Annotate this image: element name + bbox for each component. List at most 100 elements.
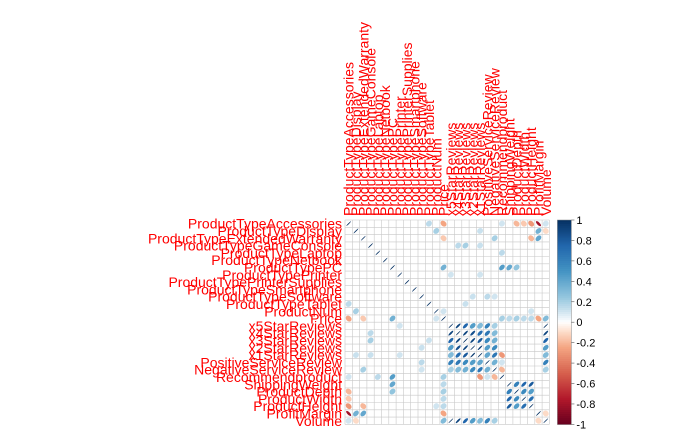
column-label: x3StarReviews	[457, 123, 473, 216]
corr-cell-20-18	[477, 366, 483, 373]
corr-cell-27-27	[543, 418, 549, 424]
corr-cell-22-13	[440, 381, 447, 388]
corr-cell-1-27	[542, 227, 549, 234]
corr-cell-18-19	[484, 352, 491, 358]
colorbar-segment	[557, 254, 572, 258]
colorbar-segment	[557, 320, 572, 323]
row-label: Volume	[295, 413, 342, 429]
row-label: ProductTypeSoftware	[208, 289, 342, 305]
column-label: x5StarReviews	[443, 123, 459, 216]
colorbar-segment	[557, 352, 572, 356]
colorbar-segment	[557, 422, 572, 425]
corr-cell-18-20	[491, 352, 498, 358]
corr-cell-17-17	[470, 345, 476, 351]
corr-cell-15-20	[491, 330, 498, 337]
corr-cell-16-19	[484, 337, 491, 344]
corr-cell-9-9	[411, 286, 417, 292]
colorbar-segment	[557, 314, 572, 317]
colorbar-segment	[557, 399, 572, 403]
column-label: ProductTypeSoftware	[414, 82, 430, 216]
colorbar-segment	[557, 393, 572, 397]
colorbar-tick-label: -0.4	[576, 358, 595, 370]
corr-cell-19-10	[418, 359, 425, 366]
corr-cell-22-25	[528, 381, 534, 387]
row-label: ProductTypeTablet	[226, 296, 342, 312]
colorbar-segment	[557, 236, 572, 239]
column-label: ProductDepth	[509, 130, 525, 216]
colorbar-tick-label: 1	[576, 215, 582, 227]
colorbar-segment	[557, 224, 572, 227]
corr-cell-17-15	[455, 345, 461, 351]
column-label: NegativeServiceReview	[487, 67, 503, 216]
corr-cell-0-26	[535, 221, 542, 227]
corr-cell-27-18	[477, 417, 484, 424]
colorbar-segment	[557, 275, 572, 278]
colorbar-segment	[557, 395, 572, 399]
corr-cell-27-14	[448, 418, 454, 424]
colorbar-segment	[557, 324, 572, 327]
corr-cell-12-12	[433, 308, 439, 314]
corr-cell-23-24	[521, 388, 527, 395]
corr-cell-24-0	[345, 395, 352, 402]
corr-cell-26-0	[346, 410, 352, 417]
colorbar-segment	[557, 228, 572, 231]
corr-cell-4-21	[498, 249, 505, 256]
row-labels: ProductTypeAccessoriesProductTypeDisplay…	[148, 216, 343, 429]
corr-cell-13-21	[498, 315, 505, 322]
corr-cell-21-18	[477, 373, 484, 380]
colorbar-segment	[557, 330, 572, 333]
column-label: ProductNum	[428, 138, 444, 216]
colorbar-segment	[557, 387, 572, 391]
corr-cell-23-6	[389, 388, 396, 395]
corr-cell-24-22	[506, 396, 512, 402]
colorbar-segment	[557, 240, 572, 243]
column-label: x4StarReviews	[450, 123, 466, 216]
colorbar-segment	[557, 279, 572, 282]
corr-cell-26-26	[536, 411, 541, 416]
corr-cell-3-18	[477, 242, 484, 249]
corr-cell-22-23	[513, 381, 520, 387]
colorbar-segment	[557, 289, 572, 292]
column-label: ProductTypeExtendedWarranty	[355, 22, 371, 216]
colorbar-segment	[557, 348, 572, 352]
row-label: PositiveServiceReview	[200, 354, 342, 370]
corr-cell-13-23	[513, 315, 520, 322]
column-label: ProductTypeSmartphone	[406, 61, 422, 216]
row-label: ProductTypeDisplay	[217, 223, 342, 239]
colorbar-segment	[557, 375, 572, 378]
row-label: ProductTypeExtendedWarranty	[148, 230, 342, 246]
colorbar-segment	[557, 328, 572, 331]
correlation-cells	[345, 220, 549, 424]
corr-cell-25-25	[528, 403, 534, 409]
column-label: ProductTypePrinterSupplies	[399, 42, 415, 216]
corr-cell-8-8	[404, 279, 410, 285]
corr-cell-20-10	[418, 366, 425, 373]
corr-cell-21-21	[499, 374, 505, 380]
corr-cell-14-7	[396, 322, 403, 329]
corr-cell-22-22	[506, 381, 512, 387]
colorbar-segment	[557, 309, 572, 313]
colorbar-segment	[557, 410, 572, 413]
row-label: ProductTypeLaptop	[221, 245, 343, 261]
colorbar-segment	[557, 346, 572, 350]
colorbar-segment	[557, 242, 572, 245]
column-label: ProductTypePrinter	[392, 96, 408, 216]
matrix-grid	[344, 219, 550, 425]
corr-cell-2-2	[360, 235, 366, 241]
colorbar-segment	[557, 287, 572, 290]
column-label: ProductTypePC	[384, 118, 400, 216]
corr-cell-18-17	[470, 352, 476, 358]
corr-cell-18-14	[447, 352, 454, 359]
column-label: ProfitMargin	[530, 141, 546, 216]
colorbar-segment	[557, 401, 572, 405]
corr-cell-18-16	[462, 352, 469, 358]
colorbar-segment	[557, 332, 572, 335]
colorbar-segment	[557, 271, 572, 274]
corr-cell-14-27	[543, 323, 549, 329]
colorbar-segment	[557, 354, 572, 358]
colorbar-segment	[557, 365, 572, 368]
corr-cell-13-25	[528, 315, 535, 322]
colorbar-segment	[557, 262, 572, 266]
colorbar-segment	[557, 418, 572, 421]
